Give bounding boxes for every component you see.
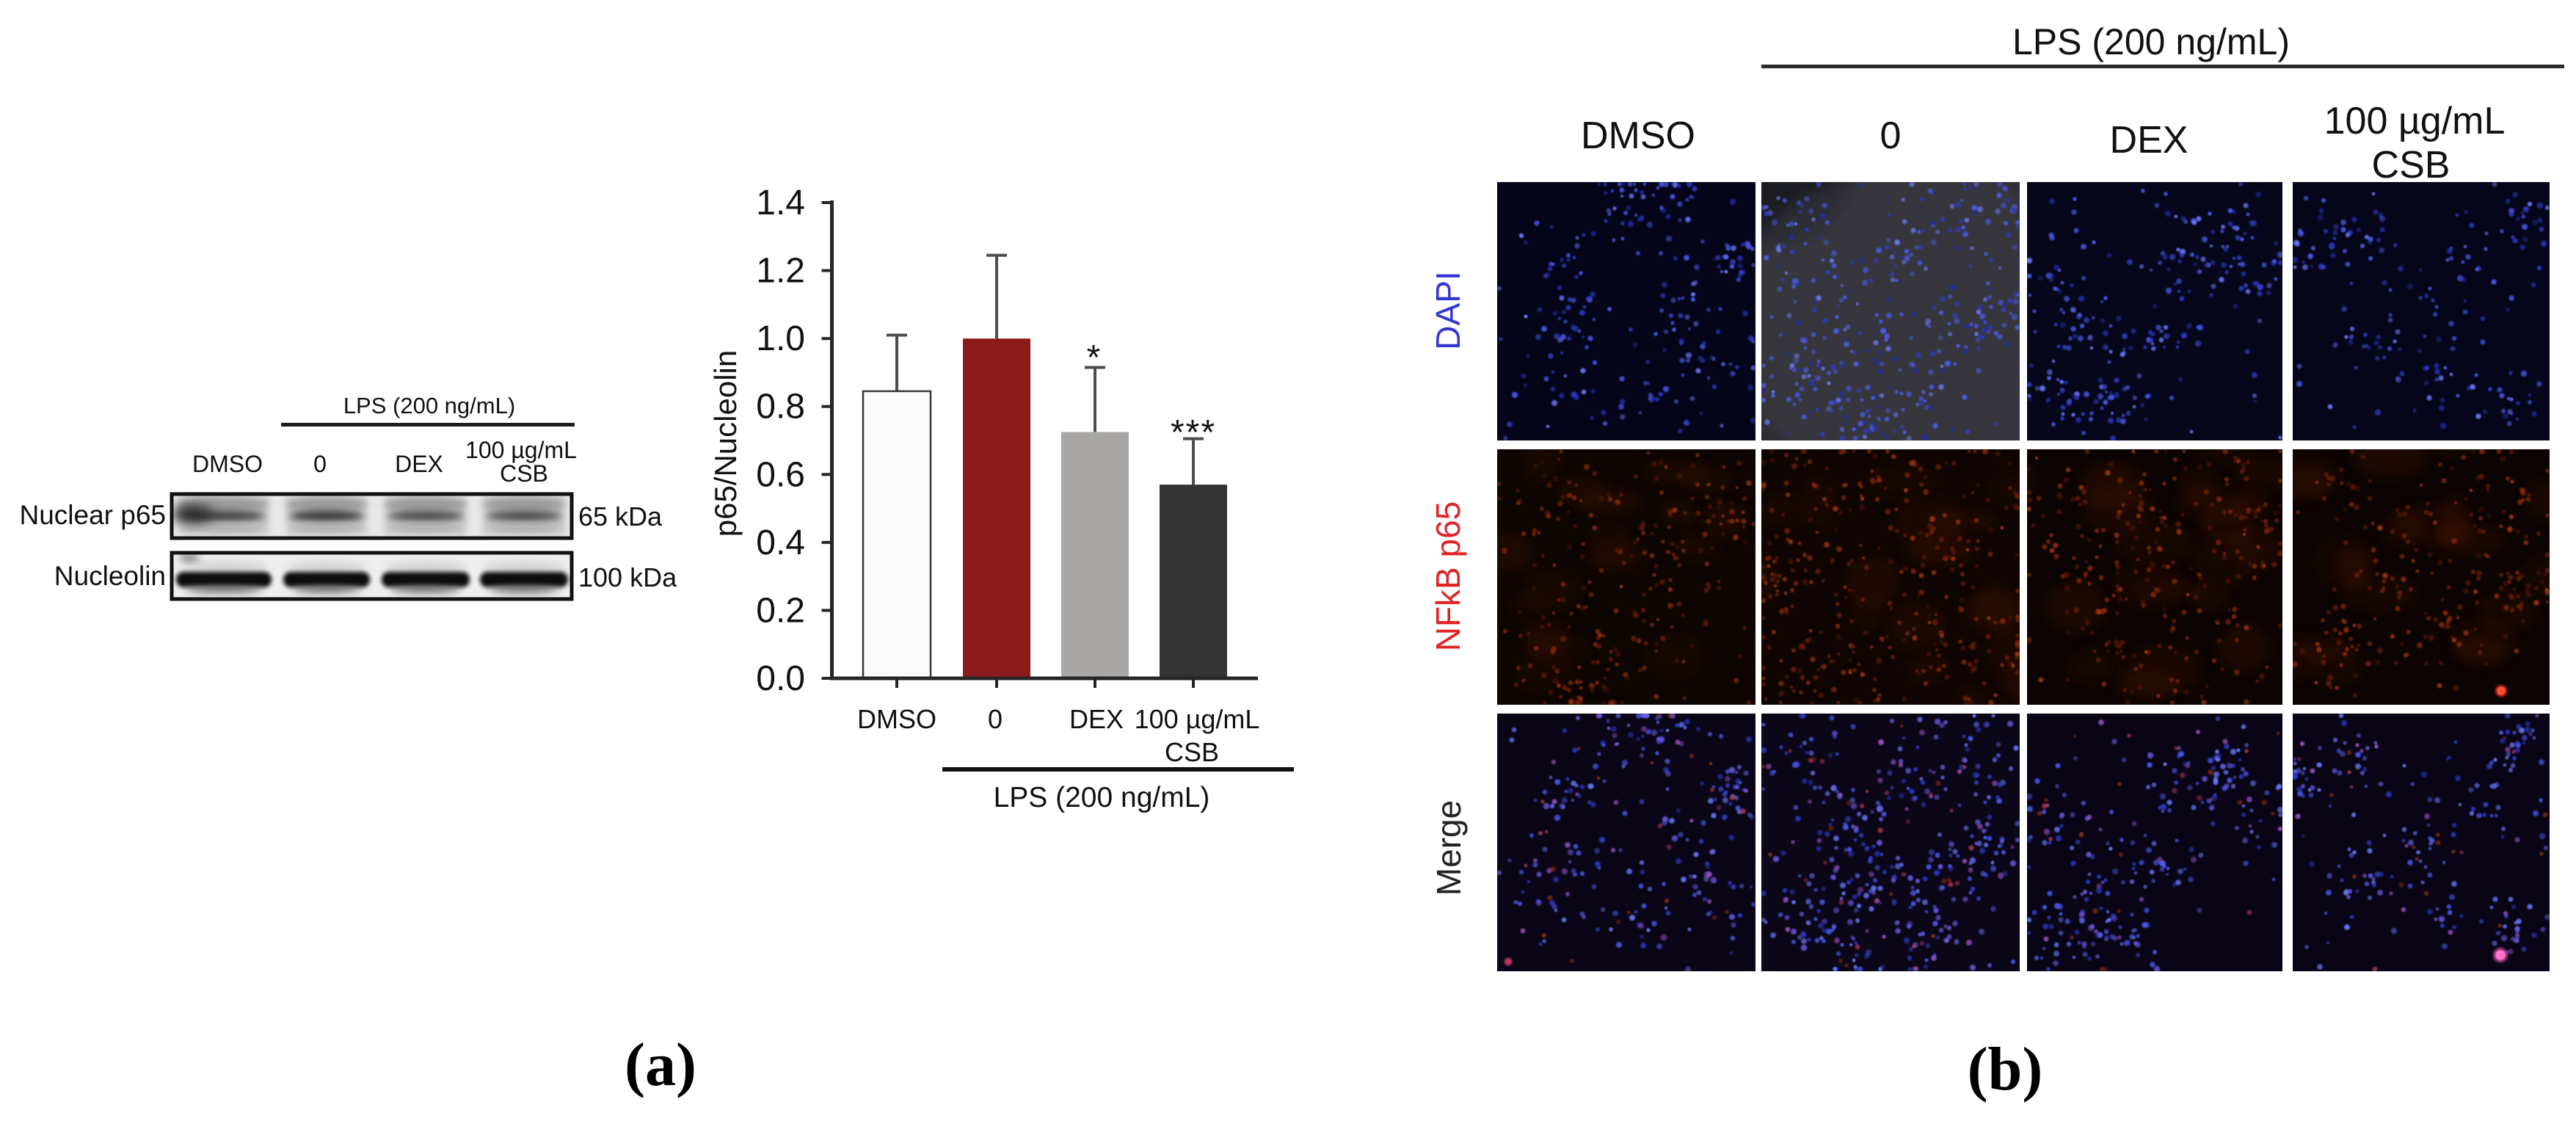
svg-text:65 kDa: 65 kDa bbox=[578, 501, 663, 532]
svg-text:Nuclear p65: Nuclear p65 bbox=[19, 500, 166, 530]
svg-text:0.0: 0.0 bbox=[756, 659, 805, 698]
svg-text:Nucleolin: Nucleolin bbox=[54, 561, 166, 591]
svg-text:100 kDa: 100 kDa bbox=[578, 562, 677, 592]
svg-text:0.6: 0.6 bbox=[756, 455, 805, 494]
svg-text:0: 0 bbox=[988, 704, 1003, 734]
svg-text:DEX: DEX bbox=[2110, 119, 2188, 162]
svg-text:p65/Nucleolin: p65/Nucleolin bbox=[708, 350, 743, 537]
svg-text:0: 0 bbox=[1880, 115, 1902, 157]
svg-text:DMSO: DMSO bbox=[1581, 115, 1695, 157]
svg-text:LPS (200 ng/mL): LPS (200 ng/mL) bbox=[343, 393, 515, 418]
svg-text:1.4: 1.4 bbox=[756, 184, 805, 222]
svg-text:100 µg/mL: 100 µg/mL bbox=[465, 437, 577, 463]
svg-text:0.8: 0.8 bbox=[756, 388, 805, 427]
svg-text:DMSO: DMSO bbox=[192, 451, 263, 477]
svg-text:CSB: CSB bbox=[2372, 144, 2451, 186]
svg-text:DEX: DEX bbox=[1069, 704, 1124, 734]
svg-text:1.0: 1.0 bbox=[756, 319, 805, 358]
svg-text:LPS (200 ng/mL): LPS (200 ng/mL) bbox=[2012, 21, 2290, 62]
svg-text:LPS (200 ng/mL): LPS (200 ng/mL) bbox=[994, 782, 1210, 813]
svg-text:DEX: DEX bbox=[395, 451, 443, 477]
svg-text:***: *** bbox=[1171, 413, 1216, 452]
svg-text:CSB: CSB bbox=[500, 460, 548, 487]
svg-text:0: 0 bbox=[313, 451, 327, 477]
svg-text:DAPI: DAPI bbox=[1429, 271, 1467, 349]
svg-text:DMSO: DMSO bbox=[857, 704, 936, 734]
svg-text:*: * bbox=[1087, 338, 1101, 377]
svg-text:Merge: Merge bbox=[1430, 800, 1468, 896]
svg-text:(a): (a) bbox=[625, 1031, 696, 1099]
svg-text:CSB: CSB bbox=[1165, 737, 1219, 767]
svg-text:0.4: 0.4 bbox=[756, 523, 805, 562]
svg-text:100 µg/mL: 100 µg/mL bbox=[2324, 100, 2506, 142]
svg-text:NFkB p65: NFkB p65 bbox=[1429, 501, 1467, 652]
svg-text:0.2: 0.2 bbox=[756, 591, 805, 630]
svg-text:100 µg/mL: 100 µg/mL bbox=[1135, 704, 1260, 734]
svg-text:1.2: 1.2 bbox=[756, 252, 805, 291]
svg-text:(b): (b) bbox=[1968, 1035, 2043, 1103]
